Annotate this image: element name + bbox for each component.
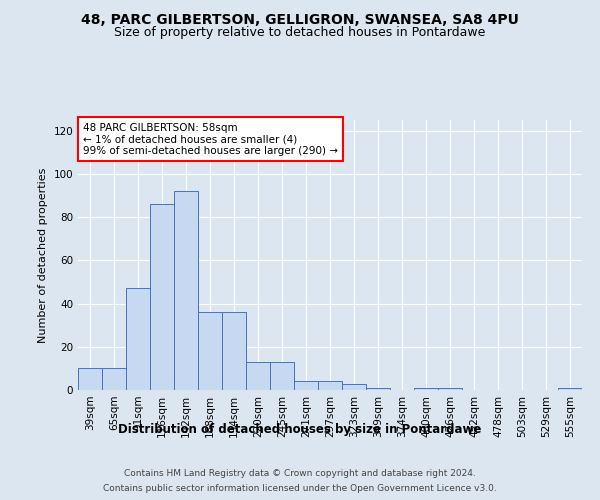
Bar [246, 362, 270, 390]
Text: 48 PARC GILBERTSON: 58sqm
← 1% of detached houses are smaller (4)
99% of semi-de: 48 PARC GILBERTSON: 58sqm ← 1% of detach… [83, 122, 338, 156]
Bar [558, 388, 582, 390]
Bar [174, 192, 198, 390]
Y-axis label: Number of detached properties: Number of detached properties [38, 168, 48, 342]
Text: Distribution of detached houses by size in Pontardawe: Distribution of detached houses by size … [118, 422, 482, 436]
Bar [222, 312, 246, 390]
Bar [438, 388, 462, 390]
Bar [318, 382, 342, 390]
Text: Size of property relative to detached houses in Pontardawe: Size of property relative to detached ho… [115, 26, 485, 39]
Text: Contains HM Land Registry data © Crown copyright and database right 2024.: Contains HM Land Registry data © Crown c… [124, 469, 476, 478]
Bar [342, 384, 366, 390]
Bar [150, 204, 174, 390]
Bar [294, 382, 318, 390]
Bar [126, 288, 150, 390]
Bar [78, 368, 102, 390]
Bar [366, 388, 390, 390]
Bar [102, 368, 126, 390]
Bar [198, 312, 222, 390]
Bar [270, 362, 294, 390]
Bar [414, 388, 438, 390]
Text: 48, PARC GILBERTSON, GELLIGRON, SWANSEA, SA8 4PU: 48, PARC GILBERTSON, GELLIGRON, SWANSEA,… [81, 12, 519, 26]
Text: Contains public sector information licensed under the Open Government Licence v3: Contains public sector information licen… [103, 484, 497, 493]
